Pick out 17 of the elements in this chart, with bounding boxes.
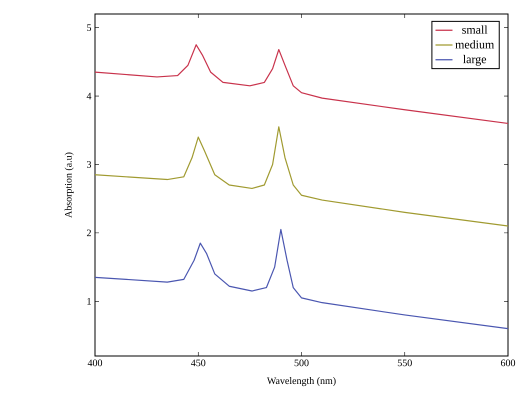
y-tick-label: 5 bbox=[87, 24, 92, 31]
line-series bbox=[95, 228, 508, 330]
y-tick-label: 2 bbox=[86, 230, 91, 236]
legend-label: small bbox=[462, 25, 488, 34]
line-series bbox=[95, 126, 508, 227]
y-tick-label: 1 bbox=[87, 298, 91, 305]
y-axis-title: Absorption (a.u) bbox=[64, 152, 74, 218]
x-tick-label: 400 bbox=[88, 360, 102, 366]
legend-label: large bbox=[463, 54, 486, 66]
y-tick-label: 4 bbox=[86, 92, 92, 100]
x-tick-label: 450 bbox=[190, 360, 206, 366]
x-axis-title: Wavelength (nm) bbox=[266, 377, 336, 386]
x-tick-label: 550 bbox=[398, 360, 412, 366]
x-tick-label: 500 bbox=[294, 360, 309, 366]
x-tick-label: 600 bbox=[500, 360, 516, 366]
legend-label: medium bbox=[455, 40, 494, 48]
y-tick-label: 3 bbox=[86, 161, 92, 168]
